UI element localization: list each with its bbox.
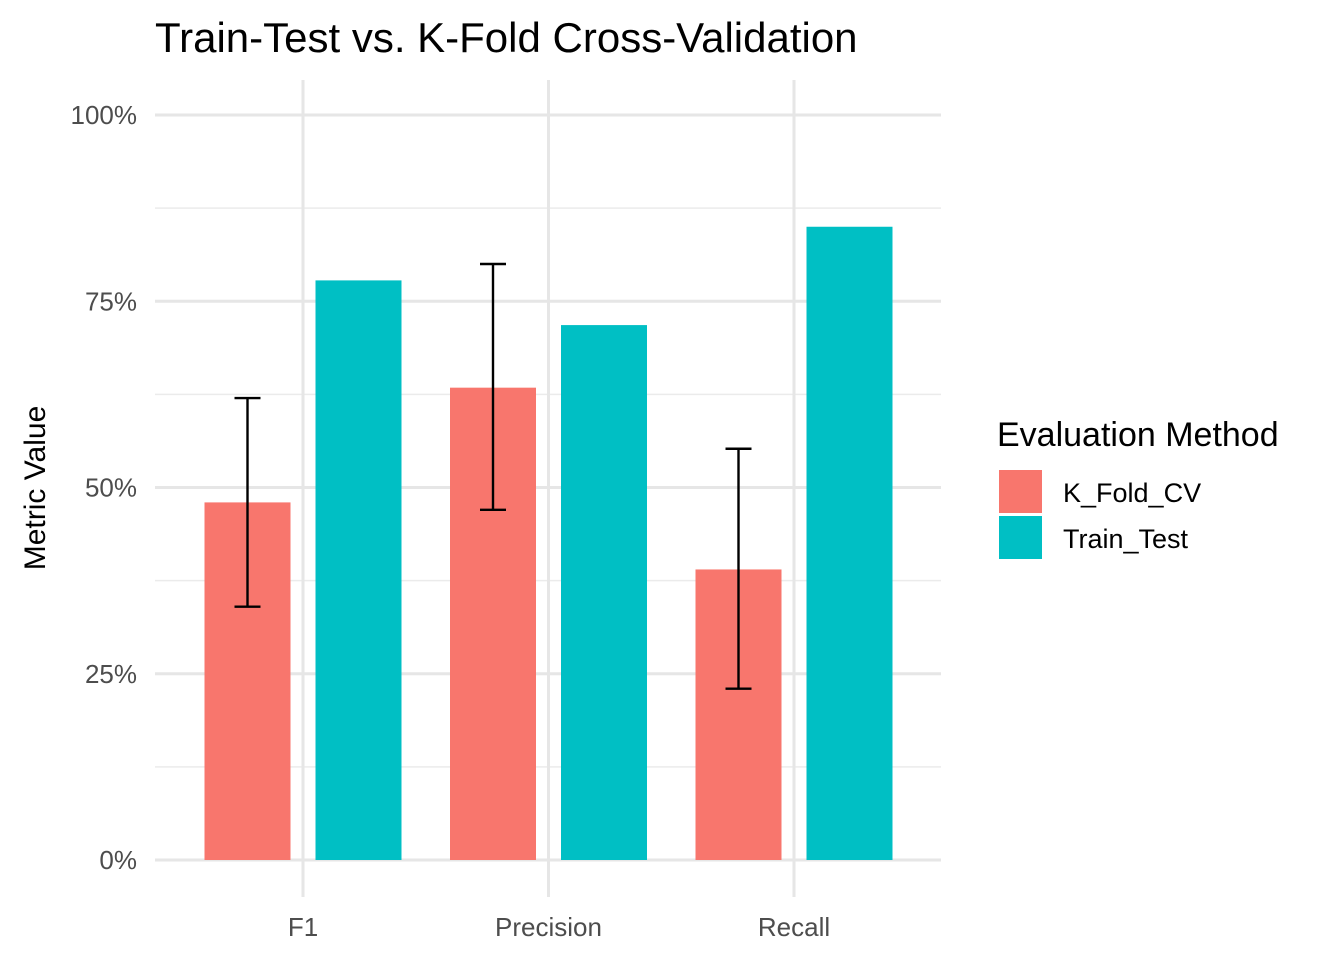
legend-swatch xyxy=(999,470,1042,513)
x-tick-label: Precision xyxy=(495,912,602,942)
y-tick-label: 75% xyxy=(85,286,137,316)
legend: Evaluation Method K_Fold_CV Train_Test xyxy=(997,416,1279,559)
y-axis-ticks: 0% 25% 50% 75% 100% xyxy=(71,100,138,875)
bar-Train_Test-Precision xyxy=(561,325,647,861)
error-bar-K_Fold_CV-Precision xyxy=(480,262,506,512)
error-bars xyxy=(234,262,752,690)
legend-title: Evaluation Method xyxy=(997,416,1279,454)
bars xyxy=(204,226,893,861)
x-tick-label: Recall xyxy=(758,912,830,942)
y-tick-label: 0% xyxy=(99,845,137,875)
legend-label: K_Fold_CV xyxy=(1063,478,1201,508)
x-tick-label: F1 xyxy=(288,912,318,942)
y-tick-label: 50% xyxy=(85,473,137,503)
y-axis-title: Metric Value xyxy=(19,406,52,571)
chart-title: Train-Test vs. K-Fold Cross-Validation xyxy=(155,14,858,61)
error-bar-K_Fold_CV-F1 xyxy=(234,396,261,608)
x-axis-ticks: F1 Precision Recall xyxy=(288,912,830,942)
y-tick-label: 100% xyxy=(71,100,138,130)
y-tick-label: 25% xyxy=(85,659,137,689)
legend-item-Train_Test: Train_Test xyxy=(999,516,1189,559)
legend-label: Train_Test xyxy=(1063,524,1189,554)
legend-item-K_Fold_CV: K_Fold_CV xyxy=(999,470,1201,513)
bar-Train_Test-Recall xyxy=(806,226,893,860)
legend-swatch xyxy=(999,516,1042,559)
error-bar-K_Fold_CV-Recall xyxy=(725,447,752,690)
bar-Train_Test-F1 xyxy=(315,280,402,860)
